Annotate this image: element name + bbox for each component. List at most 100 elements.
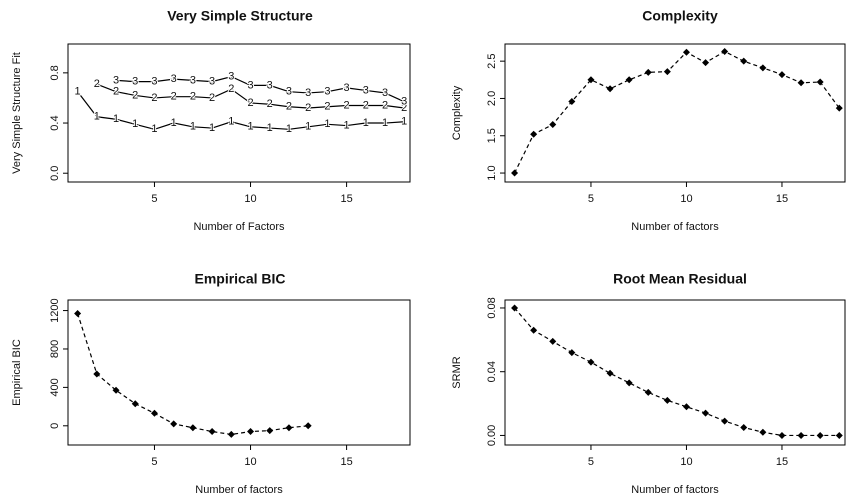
series-line: [115, 75, 405, 103]
x-axis-label: Number of Factors: [193, 221, 285, 233]
point-marker: [721, 47, 729, 55]
point-marker: [625, 379, 633, 387]
point-marker: 2: [132, 89, 138, 101]
point-marker: 1: [286, 123, 292, 135]
y-tick-label: 1.0: [486, 165, 498, 180]
point-marker: [740, 57, 748, 65]
point-marker: [606, 369, 614, 377]
y-axis-label: Empirical BIC: [11, 339, 23, 406]
point-marker: [170, 420, 178, 428]
point-marker: [587, 358, 595, 366]
x-axis-label: Number of factors: [195, 484, 283, 496]
point-marker: [644, 388, 652, 396]
point-marker: 2: [228, 83, 234, 95]
point-marker: 2: [324, 101, 330, 113]
point-marker: [816, 78, 824, 86]
point-marker: 2: [363, 99, 369, 111]
point-marker: 2: [113, 86, 119, 98]
point-marker: [740, 423, 748, 431]
chart-title: Complexity: [642, 8, 718, 24]
point-marker: 3: [344, 82, 350, 94]
point-marker: [663, 68, 671, 76]
x-tick-label: 15: [340, 193, 352, 205]
point-marker: [702, 409, 710, 417]
x-tick-label: 10: [244, 456, 256, 468]
point-marker: [247, 428, 255, 436]
point-marker: 3: [401, 96, 407, 108]
point-marker: 1: [190, 121, 196, 133]
point-marker: 3: [324, 86, 330, 98]
point-marker: [835, 104, 843, 112]
point-marker: 2: [151, 92, 157, 104]
point-marker: 1: [113, 113, 119, 125]
point-marker: [721, 417, 729, 425]
x-tick-label: 5: [151, 193, 157, 205]
point-marker: [797, 79, 805, 87]
point-marker: 2: [401, 102, 407, 114]
point-marker: 2: [382, 99, 388, 111]
point-marker: 3: [113, 74, 119, 86]
point-marker: [587, 76, 595, 84]
y-tick-label: 2.5: [486, 54, 498, 69]
y-tick-label: 1.5: [486, 128, 498, 143]
point-marker: [606, 85, 614, 93]
point-marker: 2: [267, 98, 273, 110]
series-line: [96, 83, 405, 109]
point-marker: 2: [305, 102, 311, 114]
plot-frame: [67, 299, 411, 446]
x-tick-label: 5: [588, 456, 594, 468]
series-line: [77, 313, 309, 436]
point-marker: 2: [94, 78, 100, 90]
point-marker: 1: [363, 117, 369, 129]
series-line: [514, 50, 840, 174]
point-marker: [702, 59, 710, 67]
point-marker: [530, 326, 538, 334]
x-tick-label: 5: [151, 456, 157, 468]
point-marker: [112, 386, 120, 394]
point-marker: [778, 71, 786, 79]
x-axis-label: Number of factors: [631, 484, 719, 496]
y-axis-label: Very Simple Structure Fit: [11, 52, 23, 174]
point-marker: 1: [382, 117, 388, 129]
plot-frame: [504, 299, 846, 446]
y-axis-label: Complexity: [451, 85, 463, 140]
series-line: [77, 91, 405, 130]
point-marker: [568, 349, 576, 357]
x-tick-label: 15: [776, 193, 788, 205]
point-marker: [759, 428, 767, 436]
point-marker: [189, 424, 197, 432]
point-marker: [208, 428, 216, 436]
point-marker: [549, 337, 557, 345]
point-marker: 3: [151, 76, 157, 88]
y-tick-label: 0.4: [49, 115, 61, 130]
point-marker: 2: [171, 91, 177, 103]
point-marker: [511, 304, 519, 312]
x-axis-label: Number of factors: [631, 221, 719, 233]
x-tick-label: 10: [680, 456, 692, 468]
point-marker: 1: [267, 122, 273, 134]
point-marker: [778, 431, 786, 439]
point-marker: 2: [286, 101, 292, 113]
chart-title: Empirical BIC: [194, 271, 285, 287]
point-marker: 3: [132, 76, 138, 88]
y-tick-label: 0.00: [486, 425, 498, 446]
point-marker: [568, 97, 576, 105]
chart-title: Root Mean Residual: [613, 271, 747, 287]
point-marker: 1: [171, 117, 177, 129]
point-marker: [74, 309, 82, 317]
point-marker: [682, 48, 690, 56]
point-marker: 3: [305, 87, 311, 99]
y-tick-label: 1200: [49, 298, 61, 322]
point-marker: 3: [228, 71, 234, 83]
point-marker: [285, 424, 293, 432]
point-marker: 1: [151, 123, 157, 135]
y-tick-label: 2.0: [486, 91, 498, 106]
point-marker: [663, 396, 671, 404]
point-marker: 1: [209, 122, 215, 134]
point-marker: 3: [363, 84, 369, 96]
point-marker: 3: [209, 76, 215, 88]
y-tick-label: 0.08: [486, 297, 498, 318]
x-tick-label: 10: [680, 193, 692, 205]
point-marker: [227, 430, 235, 438]
point-marker: [150, 409, 158, 417]
